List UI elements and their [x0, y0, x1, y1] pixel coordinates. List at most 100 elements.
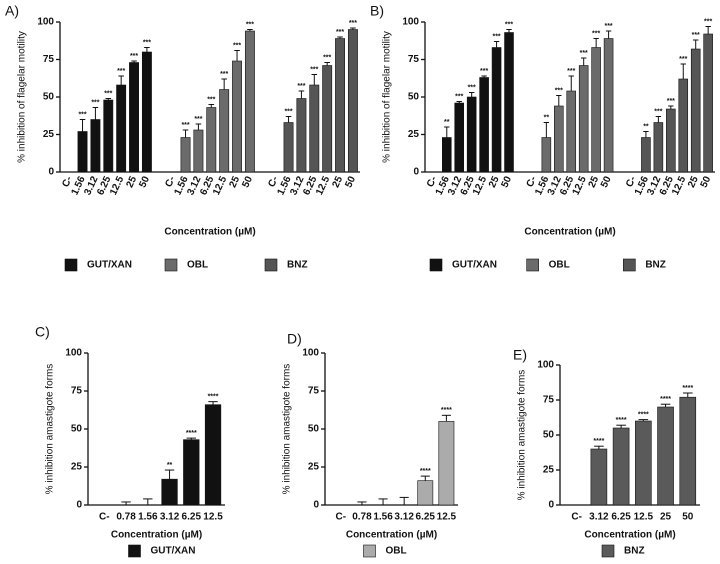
bar: [161, 478, 178, 506]
y-axis-label: % inhibition amastigote forms: [45, 364, 56, 495]
legend-label: GUT/XAN: [452, 260, 497, 271]
significance: ***: [604, 23, 612, 30]
bar: [309, 84, 320, 173]
x-tick-label: 12.5: [634, 512, 654, 523]
bar: [641, 137, 651, 173]
x-tick-label: 25: [487, 174, 502, 189]
bar: [417, 480, 434, 506]
x-tick-label: 6.25: [182, 512, 202, 523]
x-tick-label: C-: [525, 175, 539, 189]
significance: ***: [336, 29, 344, 36]
legend-label: BNZ: [287, 260, 308, 271]
significance: **: [167, 462, 173, 469]
significance: ***: [679, 56, 687, 63]
bar: [90, 119, 101, 173]
bar: [666, 108, 676, 173]
significance: ***: [455, 93, 463, 100]
y-tick-label: 100: [402, 17, 419, 28]
x-tick-label: 50: [682, 512, 694, 523]
bar: [679, 396, 697, 506]
bar: [116, 84, 127, 173]
x-tick-label: 25: [227, 174, 242, 189]
x-tick-label: 25: [587, 174, 602, 189]
bar: [204, 404, 222, 506]
legend-label: OBL: [549, 260, 570, 271]
bar: [491, 47, 502, 173]
significance: ***: [297, 83, 305, 90]
bar: [296, 98, 307, 173]
significance: ****: [186, 430, 197, 437]
bar: [466, 96, 477, 173]
x-tick-label: 50: [240, 174, 255, 189]
significance: ****: [616, 417, 627, 424]
panel-label: E): [513, 347, 527, 363]
y-tick-label: 50: [408, 92, 420, 103]
bar: [442, 137, 452, 173]
significance: ****: [682, 385, 693, 392]
x-tick-label: 25: [660, 512, 672, 523]
bar: [193, 129, 204, 173]
legend-label: BNZ: [624, 546, 645, 557]
legend-swatch: [64, 258, 78, 272]
y-axis-label: % inhibition amastigote forms: [517, 370, 528, 501]
x-tick-label: 12.5: [314, 174, 332, 197]
significance: ***: [505, 21, 513, 28]
bar: [206, 107, 217, 173]
y-axis-label: % inhibition of flagelar motility: [17, 31, 28, 163]
y-tick-label: 0: [76, 500, 82, 511]
x-tick-label: C-: [99, 512, 110, 523]
legend-swatch: [164, 258, 178, 272]
bar: [347, 29, 358, 173]
y-tick-label: 25: [71, 462, 83, 473]
significance: ***: [181, 122, 189, 129]
bar: [657, 406, 674, 506]
significance: ***: [349, 20, 357, 27]
panel-label: B): [370, 3, 384, 19]
legend-label: GUT/XAN: [87, 260, 132, 271]
y-axis-label: % inhibition of flagelar motility: [382, 31, 393, 163]
bar: [653, 122, 664, 173]
significance: ***: [130, 53, 138, 60]
significance: ***: [91, 99, 99, 106]
y-tick-label: 0: [313, 500, 319, 511]
x-tick-label: C-: [571, 512, 582, 523]
x-axis-label: Concentration (µM): [524, 227, 615, 238]
bar: [690, 48, 701, 173]
y-tick-label: 0: [548, 500, 554, 511]
significance: ***: [480, 68, 488, 75]
y-tick-label: 75: [408, 54, 420, 65]
significance: ****: [420, 468, 431, 475]
significance: ***: [233, 42, 241, 49]
significance: ***: [492, 33, 500, 40]
y-tick-label: 50: [543, 430, 555, 441]
y-axis-label: % inhibition amastigote forms: [282, 364, 293, 495]
x-tick-label: 3.12: [160, 512, 180, 523]
x-tick-label: 3.12: [394, 512, 414, 523]
x-axis-label: Concentration (µM): [584, 530, 675, 541]
legend-swatch: [429, 258, 443, 272]
significance: ***: [592, 30, 600, 37]
significance: ***: [567, 68, 575, 75]
bar: [141, 51, 152, 173]
bar: [322, 65, 333, 173]
y-tick-label: 50: [43, 92, 55, 103]
significance: ****: [638, 411, 649, 418]
y-tick-label: 100: [537, 360, 554, 371]
bar: [180, 137, 191, 173]
x-axis-label: Concentration (µM): [346, 530, 437, 541]
x-tick-label: C-: [624, 175, 638, 189]
x-tick-label: 25: [124, 174, 139, 189]
significance: ***: [654, 108, 662, 115]
bar: [183, 439, 200, 506]
x-tick-label: 25: [686, 174, 701, 189]
legend-label: GUT/XAN: [151, 546, 196, 557]
x-tick-label: 12.5: [203, 512, 223, 523]
x-tick-label: C-: [60, 175, 74, 189]
significance: ***: [468, 84, 476, 91]
significance: ***: [580, 50, 588, 57]
panel-label: C): [35, 324, 50, 340]
significance: ***: [310, 66, 318, 73]
panel-label: A): [5, 3, 19, 19]
y-tick-label: 75: [71, 386, 83, 397]
